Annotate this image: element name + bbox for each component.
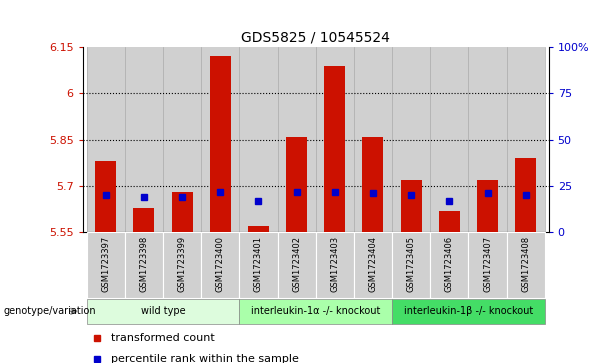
Bar	[506, 47, 545, 232]
Text: interleukin-1β -/- knockout: interleukin-1β -/- knockout	[404, 306, 533, 316]
Text: interleukin-1α -/- knockout: interleukin-1α -/- knockout	[251, 306, 381, 316]
FancyBboxPatch shape	[430, 232, 468, 298]
Bar	[324, 66, 345, 232]
FancyBboxPatch shape	[278, 232, 316, 298]
Bar	[278, 47, 316, 232]
FancyBboxPatch shape	[239, 232, 278, 298]
FancyBboxPatch shape	[239, 299, 392, 323]
Bar	[401, 180, 422, 232]
Text: GSM1723407: GSM1723407	[483, 236, 492, 292]
Bar	[125, 47, 163, 232]
FancyBboxPatch shape	[316, 232, 354, 298]
Title: GDS5825 / 10545524: GDS5825 / 10545524	[242, 30, 390, 45]
Bar	[477, 180, 498, 232]
FancyBboxPatch shape	[201, 232, 239, 298]
FancyBboxPatch shape	[468, 232, 506, 298]
Bar	[316, 47, 354, 232]
FancyBboxPatch shape	[506, 232, 545, 298]
Bar	[210, 56, 230, 232]
Bar	[201, 47, 239, 232]
FancyBboxPatch shape	[86, 299, 239, 323]
Text: GSM1723397: GSM1723397	[101, 236, 110, 292]
Bar	[172, 192, 192, 232]
Bar	[134, 208, 154, 232]
Text: GSM1723406: GSM1723406	[445, 236, 454, 292]
Bar	[286, 136, 307, 232]
Text: GSM1723405: GSM1723405	[406, 236, 416, 291]
Bar	[248, 226, 269, 232]
Bar	[95, 161, 116, 232]
Text: GSM1723402: GSM1723402	[292, 236, 301, 291]
Text: GSM1723398: GSM1723398	[139, 236, 148, 292]
Text: GSM1723401: GSM1723401	[254, 236, 263, 291]
Text: wild type: wild type	[140, 306, 185, 316]
Bar	[468, 47, 506, 232]
Text: GSM1723404: GSM1723404	[368, 236, 378, 291]
Text: GSM1723408: GSM1723408	[521, 236, 530, 292]
FancyBboxPatch shape	[163, 232, 201, 298]
Bar	[239, 47, 278, 232]
Bar	[439, 211, 460, 232]
Bar	[392, 47, 430, 232]
Bar	[362, 136, 384, 232]
Text: transformed count: transformed count	[111, 333, 215, 343]
FancyBboxPatch shape	[392, 232, 430, 298]
Bar	[515, 158, 536, 232]
Bar	[163, 47, 201, 232]
Text: GSM1723403: GSM1723403	[330, 236, 339, 292]
FancyBboxPatch shape	[392, 299, 545, 323]
Bar	[430, 47, 468, 232]
Bar	[86, 47, 125, 232]
Text: GSM1723400: GSM1723400	[216, 236, 225, 291]
FancyBboxPatch shape	[354, 232, 392, 298]
Text: genotype/variation: genotype/variation	[3, 306, 96, 316]
Text: percentile rank within the sample: percentile rank within the sample	[111, 354, 299, 363]
FancyBboxPatch shape	[86, 232, 125, 298]
Text: GSM1723399: GSM1723399	[178, 236, 186, 292]
Bar	[354, 47, 392, 232]
FancyBboxPatch shape	[125, 232, 163, 298]
